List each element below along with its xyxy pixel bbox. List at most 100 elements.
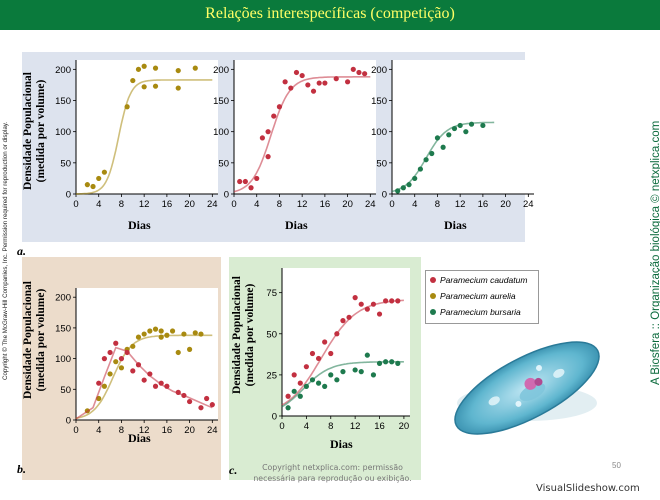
data-point [383,359,389,365]
legend: Paramecium caudatum Paramecium aurelia P… [425,270,539,324]
data-point [334,377,340,383]
data-point [90,183,96,190]
data-point [346,314,352,320]
data-point [271,113,277,119]
y-tick-label: 100 [213,127,229,138]
plot-area [76,60,218,194]
panel-c-letter: c. [229,463,238,477]
x-tick-label: 8 [328,421,333,432]
data-point [118,365,125,371]
data-point [259,135,265,141]
data-point [376,311,383,317]
panel-a-ylabel: Densidade Populacional (medida por volum… [22,72,47,190]
data-point [412,175,418,182]
y-tick-label: 50 [60,385,71,396]
data-point [356,69,362,76]
data-point [364,352,370,358]
series-curve [75,334,213,420]
data-point [237,178,243,185]
x-tick-label: 20 [184,425,195,436]
x-tick-label: 24 [207,199,218,210]
data-point [96,380,102,386]
data-point [152,83,159,89]
data-point [181,331,187,337]
data-point [192,330,198,336]
data-point [147,371,153,377]
y-tick-label: 150 [55,323,71,334]
legend-dot-icon [430,292,436,299]
page-number: 50 [612,461,621,470]
x-tick-label: 16 [374,421,385,432]
x-tick-label: 20 [342,199,353,210]
data-point [303,364,309,370]
data-point [135,334,142,340]
paramecium-illustration [454,341,600,435]
data-point [101,383,107,389]
data-point [328,350,334,357]
data-point [198,331,204,337]
data-point [265,154,271,160]
panel-a1-xlabel: Dias [128,218,151,232]
y-tick-label: 50 [376,158,387,169]
y-tick-label: 200 [371,65,387,76]
x-tick-label: 0 [231,199,236,210]
y-tick-label: 0 [66,190,71,201]
data-point [130,368,136,374]
data-point [285,393,291,399]
data-point [152,65,159,71]
y-tick-label: 200 [55,65,71,76]
data-point [429,150,435,157]
data-point [158,334,164,340]
data-point [297,380,303,386]
x-tick-label: 12 [297,199,308,210]
x-tick-label: 16 [320,199,331,210]
series-curve [76,79,213,195]
title-bar: Relações interespecíficas (competição) [0,0,660,30]
data-point [175,85,181,91]
data-point [322,80,328,86]
data-point [389,359,395,365]
data-point [370,301,377,307]
data-point [322,339,328,345]
data-point [340,318,346,324]
data-point [293,69,300,76]
data-point [350,66,356,72]
data-point [135,66,142,72]
data-point [124,349,130,356]
y-tick-label: 0 [224,190,229,201]
data-point [101,356,107,362]
chart-a2: 0 4 8 12 16 20 24 0 50 100 150 200 [213,60,376,210]
data-point [440,144,446,150]
copyright-notice: Copyright © The McGraw-Hill Companies, I… [2,121,9,380]
data-point [423,157,429,163]
y-tick-label: 50 [266,329,277,340]
data-point [147,328,153,334]
data-point [358,369,364,375]
x-tick-label: 4 [304,421,309,432]
y-tick-label: 0 [382,190,387,201]
data-point [322,383,328,389]
x-tick-label: 16 [162,425,173,436]
side-credit: A Biosfera :: Organização biológica © ne… [650,120,660,385]
data-point [457,122,463,129]
x-tick-label: 12 [350,421,361,432]
data-point [400,185,406,191]
data-point [130,77,136,84]
x-tick-label: 24 [523,199,534,210]
data-point [84,182,90,188]
data-point [315,380,322,386]
x-tick-label: 4 [254,199,259,210]
x-tick-label: 8 [435,199,440,210]
data-point [276,104,283,110]
data-point [305,82,311,88]
x-tick-label: 0 [279,421,284,432]
x-tick-label: 8 [119,425,124,436]
data-point [175,67,181,74]
data-point [141,84,147,90]
data-point [334,331,340,337]
data-point [291,372,297,378]
panel-b-letter: b. [17,462,26,476]
data-point [164,383,170,389]
watermark: VisualSlideshow.com [536,483,640,494]
plot-area [282,268,410,416]
